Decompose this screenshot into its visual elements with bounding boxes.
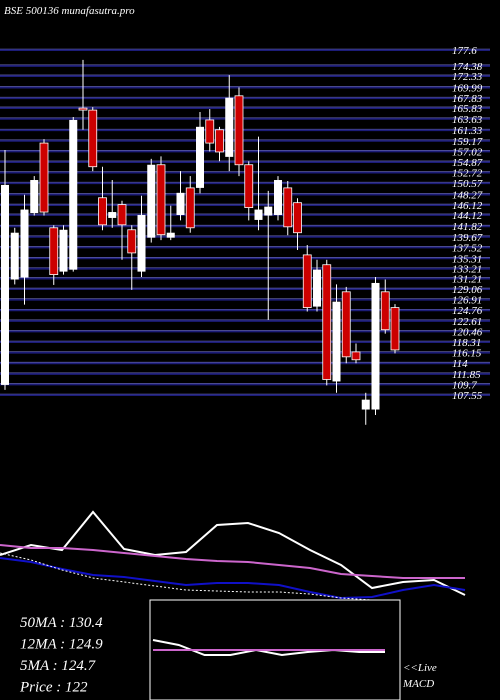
y-tick-label: 124.76 bbox=[452, 305, 483, 317]
y-tick-label: 150.57 bbox=[452, 178, 483, 190]
candle-body bbox=[205, 119, 215, 144]
candle-body bbox=[351, 351, 361, 361]
y-tick-label: 139.67 bbox=[452, 232, 483, 244]
candle-body bbox=[166, 232, 175, 238]
y-tick-label: 169.99 bbox=[452, 82, 483, 94]
candle-body bbox=[234, 95, 244, 166]
y-tick-label: 116.15 bbox=[452, 348, 482, 360]
candle-body bbox=[215, 129, 224, 153]
y-tick-label: 118.31 bbox=[452, 337, 481, 349]
candle-body bbox=[185, 187, 195, 229]
candle-body bbox=[176, 192, 185, 215]
y-tick-label: 129.06 bbox=[452, 284, 483, 296]
chart-title: BSE 500136 munafasutra.pro bbox=[4, 5, 135, 17]
candle-body bbox=[117, 204, 127, 226]
candle-body bbox=[127, 229, 137, 254]
candle-body bbox=[313, 269, 321, 307]
candle-body bbox=[49, 227, 59, 275]
candle-body bbox=[108, 212, 117, 218]
y-tick-label: 107.55 bbox=[452, 390, 483, 402]
y-tick-label: 159.17 bbox=[452, 136, 483, 148]
candle-body bbox=[264, 206, 273, 216]
candle-body bbox=[59, 229, 68, 272]
y-tick-label: 165.83 bbox=[452, 103, 483, 115]
y-tick-label: 122.61 bbox=[452, 316, 482, 328]
macd-label: MACD bbox=[402, 678, 434, 690]
y-tick-label: 137.52 bbox=[452, 242, 483, 254]
candle-body bbox=[293, 202, 302, 234]
candle-body bbox=[244, 164, 254, 209]
candle-body bbox=[361, 399, 370, 410]
candle-body bbox=[196, 126, 204, 188]
candle-body bbox=[283, 187, 293, 228]
y-tick-label: 174.38 bbox=[452, 61, 483, 73]
candle-body bbox=[1, 184, 9, 385]
candle-body bbox=[322, 264, 332, 380]
candle-body bbox=[254, 209, 263, 220]
candle-body bbox=[380, 291, 390, 331]
indicator-line bbox=[0, 557, 466, 600]
y-tick-label: 161.33 bbox=[452, 125, 483, 137]
candle-body bbox=[39, 142, 49, 213]
candle-body bbox=[98, 197, 107, 226]
y-tick-label: 131.21 bbox=[452, 273, 482, 285]
candle-body bbox=[302, 254, 312, 308]
candle-body bbox=[332, 301, 341, 382]
candle-body bbox=[137, 214, 146, 272]
y-tick-label: 148.27 bbox=[452, 189, 483, 201]
indicator-text: 50MA : 130.4 bbox=[20, 615, 103, 631]
y-tick-label: 135.31 bbox=[452, 253, 482, 265]
macd-label: <<Live bbox=[403, 662, 437, 674]
y-tick-label: 111.85 bbox=[452, 369, 481, 381]
y-tick-label: 177.6 bbox=[452, 45, 477, 57]
indicator-text: 12MA : 124.9 bbox=[20, 637, 103, 653]
y-tick-label: 172.33 bbox=[452, 71, 483, 83]
candle-body bbox=[371, 282, 380, 410]
candle-body bbox=[10, 232, 19, 280]
candle-body bbox=[69, 119, 78, 270]
y-tick-label: 109.7 bbox=[452, 379, 477, 391]
y-tick-label: 141.82 bbox=[452, 221, 483, 233]
y-tick-label: 133.21 bbox=[452, 264, 482, 276]
candle-body bbox=[78, 107, 88, 111]
candle-body bbox=[341, 291, 351, 358]
indicator-text: Price : 122 bbox=[19, 680, 88, 696]
indicator-text: 5MA : 124.7 bbox=[20, 658, 97, 674]
candle-body bbox=[30, 180, 39, 214]
candle-body bbox=[390, 307, 400, 351]
indicator-line bbox=[0, 510, 466, 596]
y-tick-label: 120.46 bbox=[452, 326, 483, 338]
indicator-line bbox=[0, 544, 465, 579]
indicator-line bbox=[0, 552, 373, 601]
y-tick-label: 114 bbox=[452, 358, 468, 370]
y-tick-label: 152.72 bbox=[452, 168, 483, 180]
candle-body bbox=[274, 180, 282, 215]
candle-body bbox=[225, 97, 234, 157]
y-tick-label: 126.91 bbox=[452, 295, 482, 307]
candle-body bbox=[156, 164, 166, 236]
candle-body bbox=[147, 164, 156, 238]
y-tick-label: 163.63 bbox=[452, 114, 483, 126]
y-tick-label: 157.02 bbox=[452, 146, 483, 158]
y-tick-label: 146.12 bbox=[452, 200, 483, 212]
y-tick-label: 154.87 bbox=[452, 157, 483, 169]
candle-body bbox=[88, 109, 98, 168]
candle-body bbox=[20, 209, 29, 278]
y-tick-label: 167.83 bbox=[452, 93, 483, 105]
y-tick-label: 144.12 bbox=[452, 210, 483, 222]
